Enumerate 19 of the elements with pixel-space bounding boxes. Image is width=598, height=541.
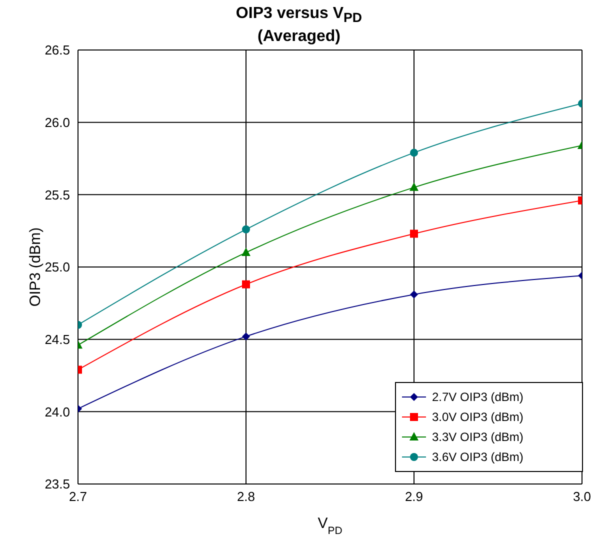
- y-tick-label: 24.5: [44, 332, 70, 347]
- y-tick-label: 25.5: [44, 187, 70, 202]
- y-tick-label: 23.5: [44, 476, 70, 492]
- legend-label: 3.0V OIP3 (dBm): [432, 410, 524, 424]
- legend-label: 3.6V OIP3 (dBm): [432, 450, 524, 464]
- legend-label: 2.7V OIP3 (dBm): [432, 390, 524, 404]
- x-tick-label: 3.0: [572, 489, 592, 504]
- y-tick-label: 24.0: [44, 404, 70, 420]
- y-tick-label: 26.0: [44, 114, 70, 130]
- x-tick-label: 2.9: [404, 489, 424, 504]
- x-axis-title: V$_{PD}$: [318, 515, 343, 537]
- x-tick-label: 2.8: [236, 489, 256, 504]
- x-tick-label: 2.7: [68, 489, 88, 504]
- chart-title: OIP3 versus V$_{PD}$: [234, 4, 364, 28]
- legend-label: 3.3V OIP3 (dBm): [432, 430, 524, 444]
- y-tick-label: 26.5: [44, 42, 70, 58]
- y-axis-title: OIP3 (dBm): [27, 227, 44, 307]
- y-tick-label: 25.0: [44, 260, 70, 275]
- chart-subtitle: (Averaged): [258, 28, 340, 46]
